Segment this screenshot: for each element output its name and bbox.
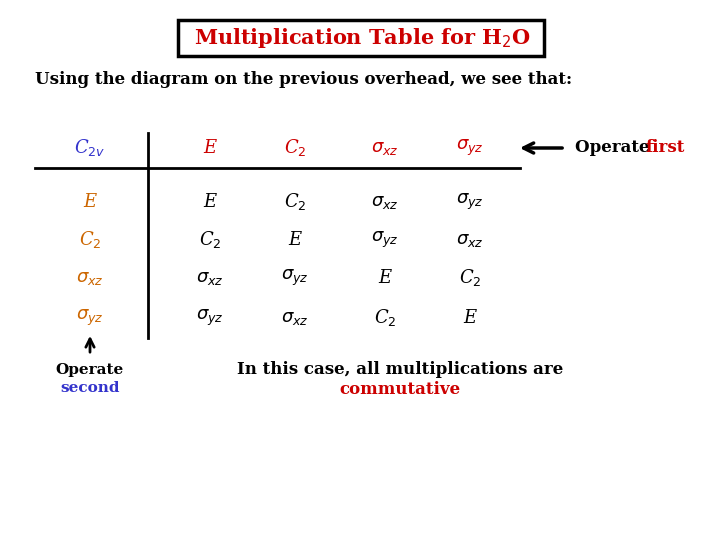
Text: $\sigma_{yz}$: $\sigma_{yz}$ [76,308,104,328]
Text: C$_2$: C$_2$ [284,138,306,159]
Text: first: first [645,139,685,157]
Text: $\sigma_{yz}$: $\sigma_{yz}$ [456,138,484,158]
FancyBboxPatch shape [178,20,544,56]
Text: $\sigma_{xz}$: $\sigma_{xz}$ [76,269,104,287]
Text: E: E [379,269,392,287]
Text: E: E [289,231,302,249]
Text: commutative: commutative [339,381,461,399]
Text: $\sigma_{xz}$: $\sigma_{xz}$ [281,309,309,327]
Text: C$_2$: C$_2$ [78,230,102,251]
Text: second: second [60,381,120,395]
Text: C$_{2v}$: C$_{2v}$ [74,138,106,159]
Text: C$_2$: C$_2$ [199,230,221,251]
Text: $\sigma_{xz}$: $\sigma_{xz}$ [371,193,399,211]
Text: E: E [204,139,217,157]
Text: $\sigma_{xz}$: $\sigma_{xz}$ [196,269,224,287]
Text: Operate: Operate [575,139,655,157]
Text: $\sigma_{yz}$: $\sigma_{yz}$ [371,230,399,250]
Text: $\sigma_{yz}$: $\sigma_{yz}$ [196,308,224,328]
Text: $\sigma_{yz}$: $\sigma_{yz}$ [281,268,309,288]
Text: $\sigma_{xz}$: $\sigma_{xz}$ [371,139,399,157]
Text: Using the diagram on the previous overhead, we see that:: Using the diagram on the previous overhe… [35,71,572,89]
Text: $\sigma_{xz}$: $\sigma_{xz}$ [456,231,484,249]
Text: Multiplication Table for H$_2$O: Multiplication Table for H$_2$O [194,26,531,50]
Text: In this case, all multiplications are: In this case, all multiplications are [237,361,563,379]
Text: C$_2$: C$_2$ [374,307,396,328]
Text: E: E [84,193,96,211]
Text: Operate: Operate [56,363,124,377]
Text: E: E [464,309,477,327]
Text: C$_2$: C$_2$ [459,267,482,288]
Text: E: E [204,193,217,211]
Text: $\sigma_{yz}$: $\sigma_{yz}$ [456,192,484,212]
Text: C$_2$: C$_2$ [284,192,306,213]
